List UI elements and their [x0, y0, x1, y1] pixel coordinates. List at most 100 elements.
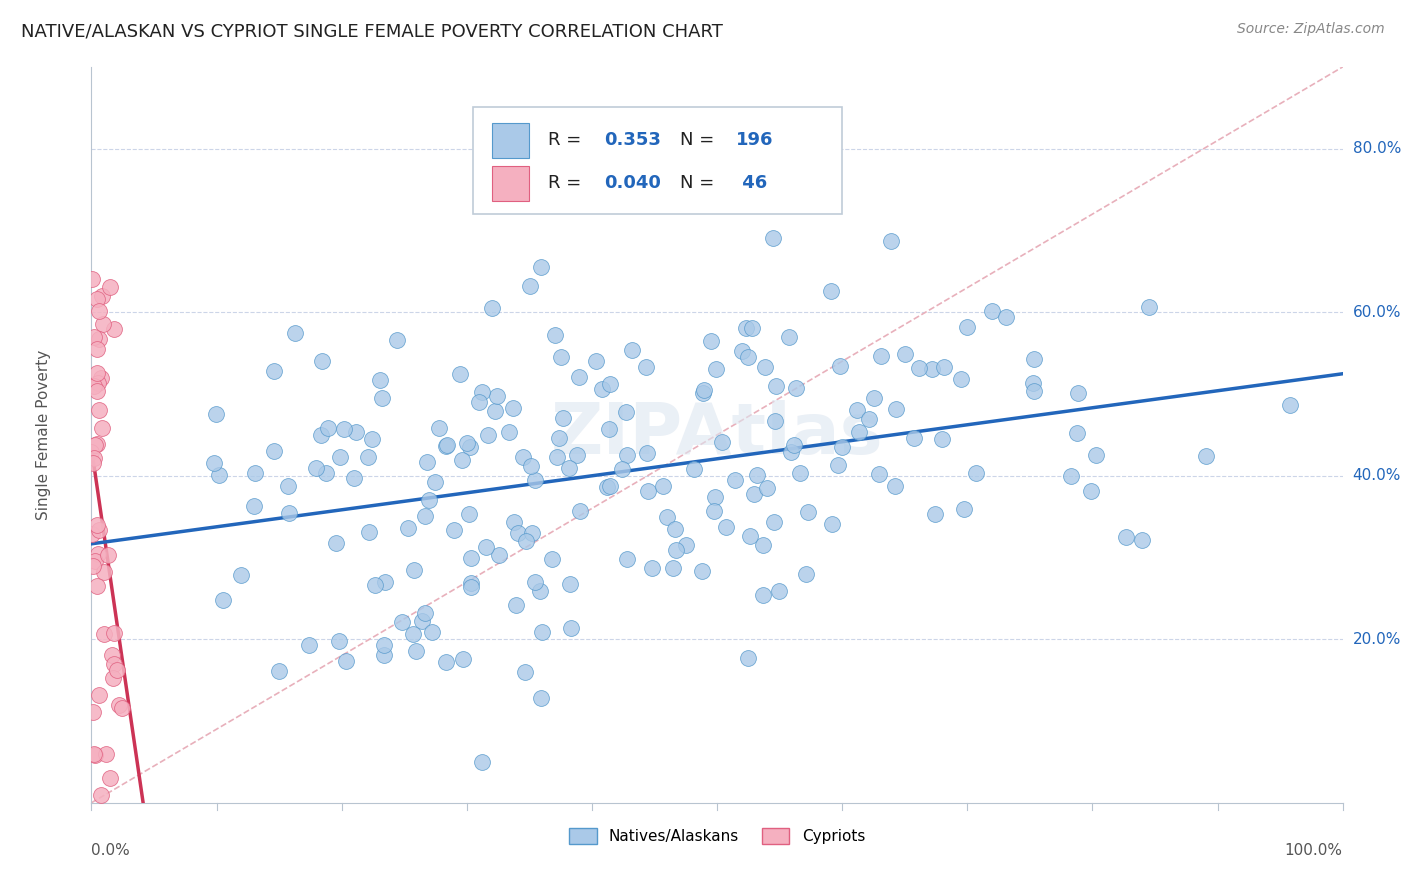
Point — [503, 515, 526, 529]
Text: 196: 196 — [735, 131, 773, 150]
Point — [931, 433, 953, 447]
Point — [429, 420, 451, 434]
Point — [363, 578, 385, 592]
Point — [789, 466, 811, 480]
Point — [80, 272, 103, 286]
Point — [778, 330, 800, 344]
Point — [333, 421, 356, 435]
Point — [690, 564, 713, 578]
Point — [263, 444, 285, 458]
Point — [436, 439, 458, 453]
Point — [94, 747, 117, 761]
Point — [450, 453, 472, 467]
Point — [86, 293, 108, 307]
Point — [598, 422, 620, 436]
Point — [90, 370, 112, 384]
Point — [434, 655, 457, 669]
Point — [779, 445, 801, 459]
Point — [599, 478, 621, 492]
Text: 40.0%: 40.0% — [1353, 468, 1402, 483]
Point — [328, 634, 350, 648]
Point — [742, 487, 765, 501]
Point — [553, 411, 575, 425]
Point — [82, 527, 104, 541]
Point — [704, 361, 727, 376]
Point — [820, 517, 842, 532]
Point — [98, 771, 121, 786]
Point — [523, 473, 546, 487]
Point — [405, 643, 427, 657]
Point — [610, 462, 633, 476]
Point — [86, 548, 108, 562]
Point — [86, 342, 108, 356]
Point — [83, 554, 105, 568]
Point — [443, 524, 465, 538]
Point — [949, 372, 972, 386]
Point — [932, 360, 955, 375]
Point — [524, 574, 547, 589]
Point — [512, 450, 534, 465]
Point — [111, 700, 134, 714]
Point — [868, 467, 890, 481]
Point — [413, 607, 436, 621]
Point — [953, 502, 976, 516]
Point — [710, 434, 733, 449]
Point — [360, 432, 382, 446]
Point — [783, 438, 806, 452]
Point — [103, 657, 125, 671]
Point — [477, 427, 499, 442]
Point — [1066, 425, 1088, 440]
Point — [737, 650, 759, 665]
Point — [965, 466, 987, 480]
Point — [298, 638, 321, 652]
Point — [93, 627, 115, 641]
Point — [83, 747, 105, 762]
Point — [884, 402, 907, 417]
Point — [418, 492, 440, 507]
Point — [956, 320, 979, 334]
Point — [475, 540, 498, 554]
Point — [411, 614, 433, 628]
Point — [267, 664, 290, 678]
Point — [89, 332, 111, 346]
Point — [101, 671, 124, 685]
Point — [614, 405, 637, 419]
Point — [453, 652, 475, 666]
Text: 20.0%: 20.0% — [1353, 632, 1402, 647]
Point — [86, 384, 108, 398]
Point — [498, 425, 520, 439]
Point — [371, 391, 394, 405]
Point — [616, 449, 638, 463]
Bar — [492, 123, 529, 158]
Point — [734, 320, 756, 334]
Point — [82, 456, 104, 470]
Point — [752, 588, 775, 602]
Point — [741, 321, 763, 335]
Point — [785, 381, 807, 395]
Point — [520, 526, 543, 541]
Point — [449, 367, 471, 381]
Text: N =: N = — [679, 174, 720, 192]
Point — [471, 384, 494, 399]
Point — [1080, 484, 1102, 499]
Point — [329, 450, 352, 464]
Point — [374, 575, 396, 590]
Text: NATIVE/ALASKAN VS CYPRIOT SINGLE FEMALE POVERTY CORRELATION CHART: NATIVE/ALASKAN VS CYPRIOT SINGLE FEMALE … — [21, 22, 723, 40]
Point — [83, 747, 105, 761]
Point — [506, 526, 529, 541]
Point — [908, 361, 931, 376]
Point — [460, 580, 482, 594]
Point — [86, 579, 108, 593]
Point — [515, 534, 537, 549]
Point — [830, 359, 852, 373]
Point — [703, 504, 725, 518]
Point — [848, 425, 870, 439]
Point — [107, 698, 129, 712]
Point — [714, 520, 737, 534]
Point — [87, 303, 110, 318]
Point — [344, 425, 367, 440]
Point — [284, 326, 307, 341]
Point — [869, 349, 891, 363]
Point — [921, 361, 943, 376]
Point — [737, 350, 759, 364]
